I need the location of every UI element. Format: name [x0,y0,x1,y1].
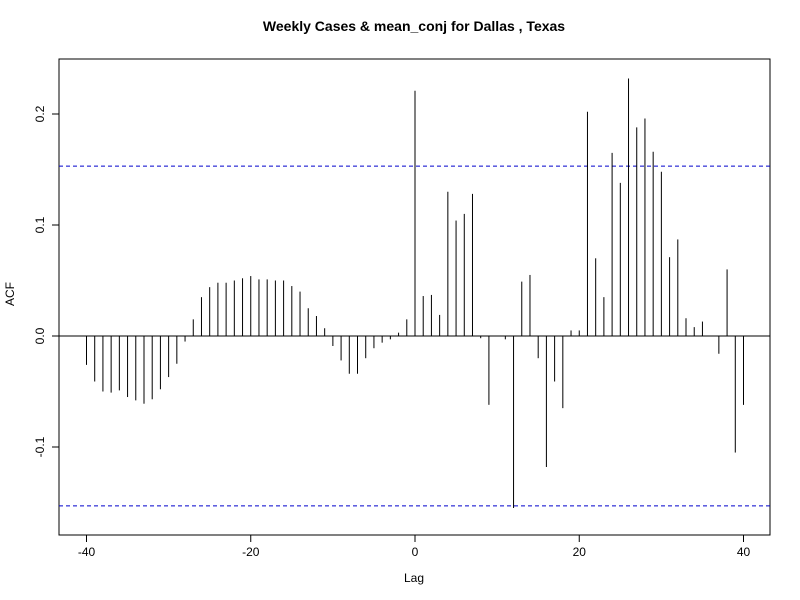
plot-layer: -40 -20 0 20 40 -0.1 0.0 0.1 0.2 [33,78,770,559]
x-tick-label: -40 [78,545,96,559]
y-tick-label: 0.0 [33,327,47,344]
y-tick-label: 0.2 [33,105,47,122]
x-axis-label: Lag [404,571,424,585]
x-tick-label: 0 [412,545,419,559]
y-tick-label: 0.1 [33,216,47,233]
chart-title: Weekly Cases & mean_conj for Dallas , Te… [263,18,565,34]
y-tick-label: -0.1 [33,436,47,457]
y-axis-label: ACF [3,282,17,306]
x-tick-label: -20 [242,545,260,559]
x-tick-label: 20 [573,545,587,559]
x-tick-label: 40 [737,545,751,559]
